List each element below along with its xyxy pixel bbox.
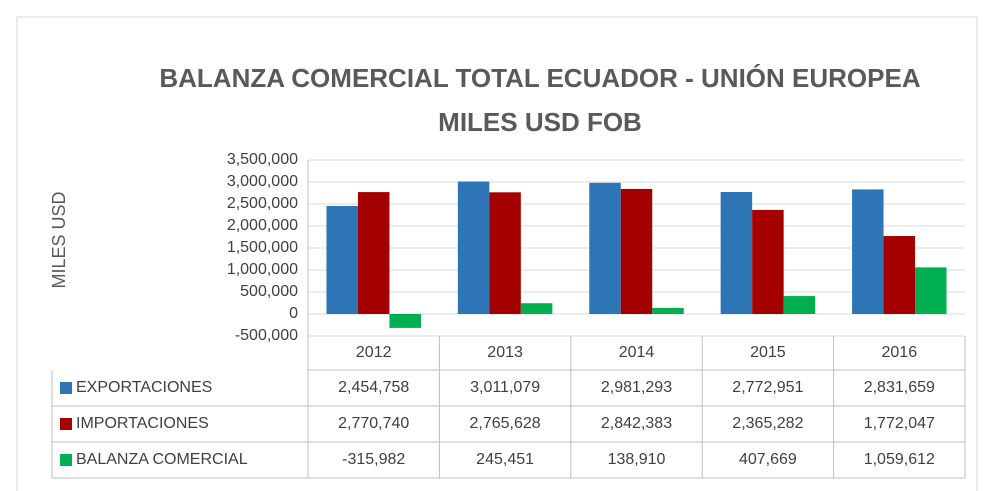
y-tick-label: 2,000,000	[227, 217, 298, 234]
chart-title: BALANZA COMERCIAL TOTAL ECUADOR - UNIÓN …	[159, 63, 921, 137]
legend-swatch	[60, 454, 72, 466]
table-value: 3,011,079	[470, 379, 540, 396]
bar	[752, 209, 784, 314]
table-value: 138,910	[608, 451, 666, 468]
legend-swatch	[60, 418, 72, 430]
legend-label: EXPORTACIONES	[76, 379, 212, 396]
y-tick-label: 3,000,000	[227, 173, 298, 190]
y-tick-label: 3,500,000	[227, 151, 298, 168]
table-value: 2,770,740	[338, 415, 409, 432]
legend-label: IMPORTACIONES	[76, 415, 209, 432]
bar	[652, 307, 684, 314]
x-tick-label: 2015	[750, 344, 786, 361]
legend-label: BALANZA COMERCIAL	[76, 451, 248, 468]
table-value: 2,365,282	[732, 415, 803, 432]
y-tick-label: 2,500,000	[227, 195, 298, 212]
y-tick-label: 0	[289, 305, 298, 322]
y-axis-label: MILES USD	[49, 191, 69, 288]
y-tick-label: 500,000	[240, 283, 298, 300]
chart-border	[16, 16, 978, 491]
legend-swatch	[60, 382, 72, 394]
table-value: 2,842,383	[601, 415, 672, 432]
bar	[915, 267, 947, 314]
x-tick-label: 2013	[487, 344, 523, 361]
table-value: 2,981,293	[601, 379, 672, 396]
bar	[357, 192, 390, 314]
bar	[883, 236, 916, 314]
bar	[520, 303, 553, 314]
bar	[457, 181, 490, 314]
bar	[326, 205, 358, 314]
bar	[620, 188, 653, 314]
y-tick-label: -500,000	[235, 327, 298, 344]
x-tick-label: 2014	[619, 344, 655, 361]
table-value: 2,765,628	[470, 415, 541, 432]
table-value: -315,982	[342, 451, 405, 468]
table-value: 1,772,047	[864, 415, 935, 432]
y-tick-label: 1,000,000	[227, 261, 298, 278]
table-value: 2,454,758	[338, 379, 409, 396]
table-value: 2,831,659	[864, 379, 935, 396]
x-tick-label: 2016	[882, 344, 918, 361]
bar	[783, 296, 816, 314]
table-value: 245,451	[476, 451, 534, 468]
table-value: 407,669	[739, 451, 797, 468]
y-tick-label: 1,500,000	[227, 239, 298, 256]
bar	[589, 182, 621, 314]
bar	[720, 191, 753, 314]
bar	[852, 189, 884, 314]
table-value: 1,059,612	[864, 451, 935, 468]
bar	[489, 192, 521, 314]
bar	[389, 314, 421, 328]
table-value: 2,772,951	[732, 379, 803, 396]
x-tick-label: 2012	[356, 344, 392, 361]
